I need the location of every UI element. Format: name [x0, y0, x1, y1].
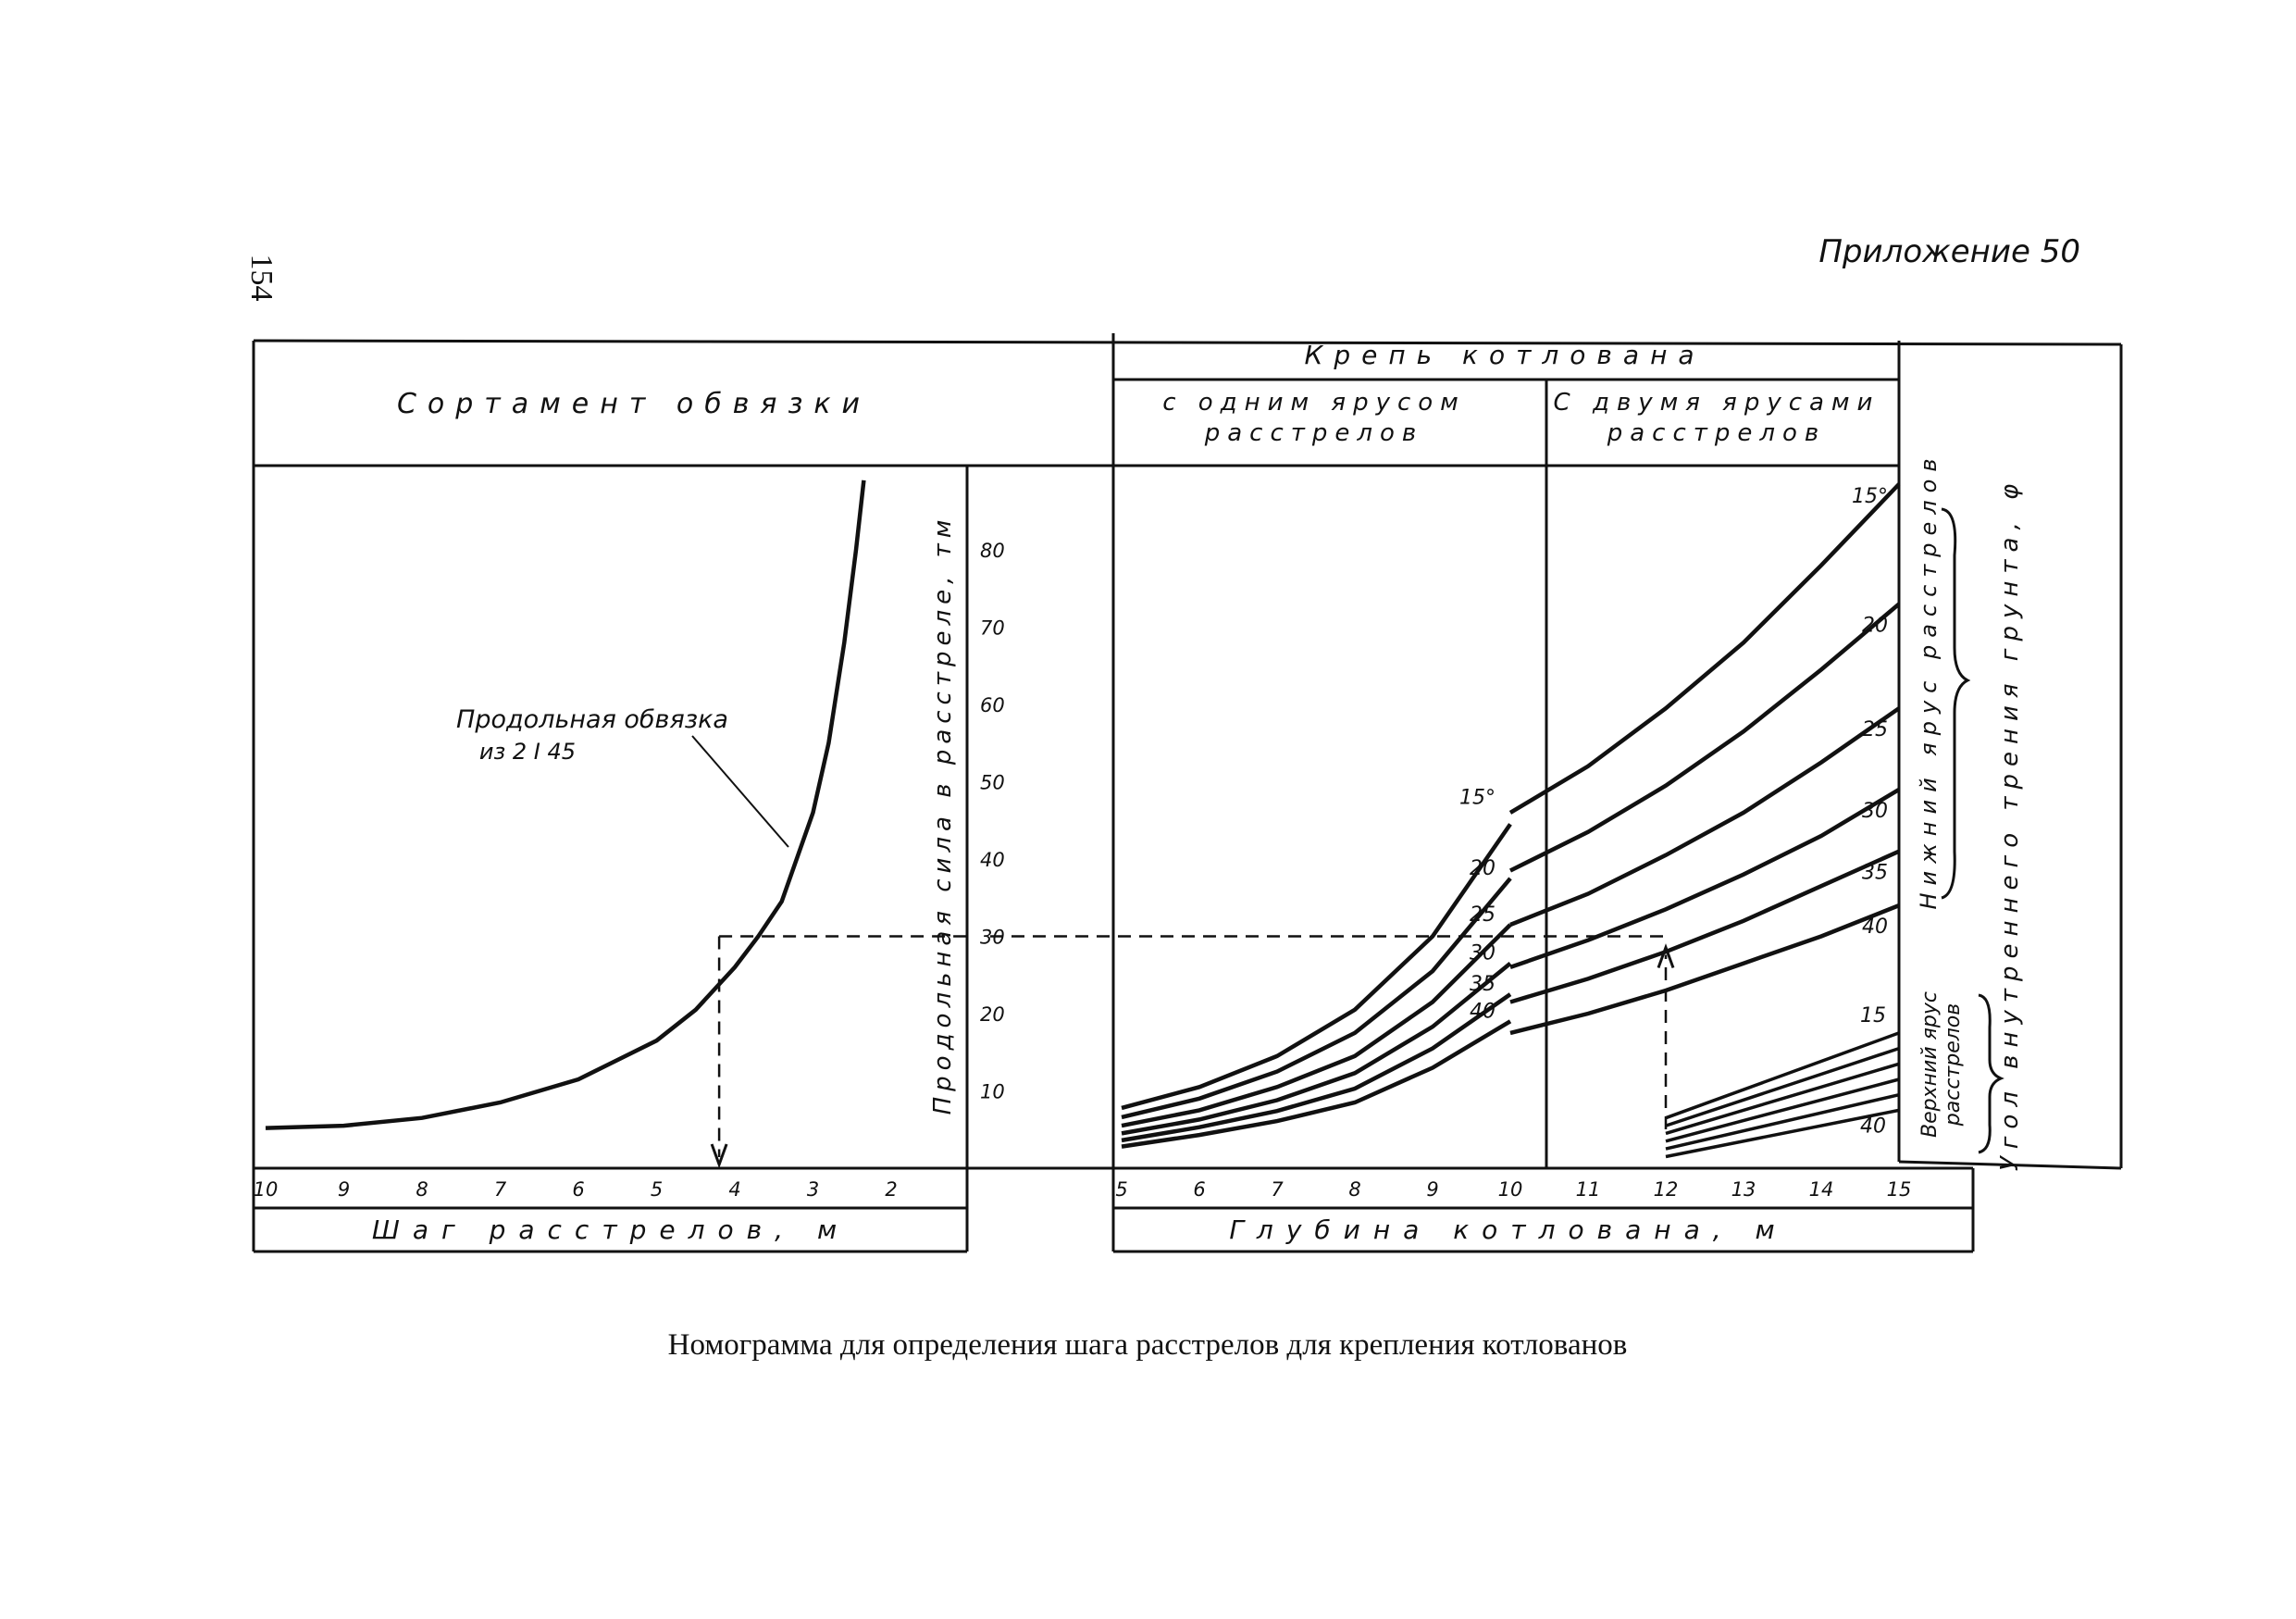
- header-two-tiers-line1: С двумя ярусами: [1554, 389, 1880, 417]
- step-tick-8: 8: [416, 1178, 428, 1201]
- depth-tick-8: 8: [1348, 1178, 1360, 1201]
- figure-caption: Номограмма для определения шага расстрел…: [668, 1328, 1628, 1362]
- force-tick-40: 40: [980, 849, 1005, 871]
- step-tick-3: 3: [807, 1178, 819, 1201]
- one-curve-label-1: 20: [1470, 857, 1496, 880]
- step-tick-10: 10: [254, 1178, 279, 1201]
- girder-annotation-line1: Продольная обвязка: [456, 705, 728, 734]
- two-curve-5: [1509, 903, 1900, 1036]
- one-curve-0: [1121, 823, 1512, 1111]
- force-tick-70: 70: [980, 617, 1005, 640]
- upper-curve-label-5: 40: [1860, 1115, 1886, 1138]
- depth-tick-9: 9: [1426, 1178, 1438, 1201]
- depth-tick-7: 7: [1271, 1178, 1284, 1201]
- one-curve-1: [1121, 877, 1512, 1120]
- force-tick-50: 50: [980, 772, 1005, 794]
- upper-curve-5: [1665, 1108, 1900, 1159]
- header-girder-assortment: Сортамент обвязки: [397, 388, 871, 420]
- two-curve-label-5: 40: [1862, 915, 1888, 939]
- step-tick-7: 7: [494, 1178, 507, 1201]
- friction-angle-curves: [1121, 482, 1901, 1159]
- header-two-tiers-line2: расстрелов: [1607, 419, 1827, 447]
- lower-tier-label: Нижний ярус расстрелов: [1916, 452, 1942, 910]
- depth-tick-12: 12: [1654, 1178, 1679, 1201]
- depth-tick-14: 14: [1809, 1178, 1834, 1201]
- two-curve-label-1: 20: [1862, 614, 1888, 637]
- depth-tick-5: 5: [1115, 1178, 1127, 1201]
- force-axis-label: Продольная сила в расстреле, тм: [929, 515, 957, 1115]
- two-curve-3: [1509, 787, 1901, 970]
- one-curve-3: [1121, 961, 1512, 1136]
- girder-curve: [265, 479, 866, 1130]
- example-depth-arrow: [1657, 943, 1675, 969]
- upper-tier-label-line1: Верхний ярус: [1918, 991, 1942, 1138]
- two-curve-1: [1508, 602, 1901, 873]
- two-curve-0: [1508, 482, 1901, 815]
- one-curve-2: [1121, 923, 1512, 1128]
- upper-curve-2: [1665, 1062, 1900, 1136]
- friction-angle-labels: 15° 20 25 30 35 40 15° 20 25 30 35 40 15 40: [1459, 485, 1888, 1138]
- header-pit-support: Крепь котлована: [1304, 340, 1705, 370]
- one-curve-label-5: 40: [1470, 1000, 1496, 1023]
- header-one-tier-line2: расстрелов: [1204, 419, 1424, 447]
- depth-axis-ticks: 5 6 7 8 9 10 11 12 13 14 15: [1115, 1178, 1911, 1201]
- example-path: [710, 935, 1675, 1169]
- step-tick-9: 9: [338, 1178, 350, 1201]
- two-curve-label-3: 30: [1862, 800, 1888, 823]
- one-curve-4: [1121, 992, 1512, 1143]
- girder-force-curve: [265, 479, 866, 1130]
- step-axis-ticks: 10 9 8 7 6 5 4 3 2: [254, 1178, 898, 1201]
- one-curve-label-4: 35: [1470, 973, 1496, 996]
- depth-axis-label: Глубина котлована, м: [1229, 1214, 1787, 1245]
- depth-tick-11: 11: [1576, 1178, 1601, 1201]
- force-tick-60: 60: [980, 694, 1005, 716]
- page-number: 154: [244, 255, 279, 302]
- force-tick-80: 80: [980, 540, 1005, 562]
- brace-lower-tier: [1941, 507, 1971, 900]
- upper-curve-0: [1665, 1031, 1900, 1120]
- step-tick-4: 4: [728, 1178, 740, 1201]
- step-axis-label: Шаг расстрелов, м: [372, 1214, 850, 1245]
- two-curve-label-4: 35: [1862, 862, 1888, 885]
- upper-curve-3: [1665, 1077, 1900, 1143]
- appendix-label: Приложение 50: [1818, 233, 2080, 270]
- upper-curve-4: [1665, 1092, 1900, 1151]
- upper-curve-label-0: 15: [1860, 1004, 1886, 1027]
- one-curve-label-2: 25: [1470, 903, 1496, 927]
- upper-curve-1: [1665, 1046, 1900, 1127]
- upper-tier-label-line2: расстрелов: [1942, 1003, 1965, 1127]
- depth-tick-13: 13: [1731, 1178, 1756, 1201]
- two-curve-label-2: 25: [1862, 718, 1888, 741]
- girder-annotation-line2: из 2 I 45: [479, 739, 576, 765]
- depth-tick-10: 10: [1498, 1178, 1523, 1201]
- depth-tick-6: 6: [1193, 1178, 1205, 1201]
- step-tick-5: 5: [651, 1178, 663, 1201]
- force-tick-20: 20: [980, 1003, 1005, 1026]
- force-tick-10: 10: [980, 1081, 1005, 1103]
- step-tick-6: 6: [572, 1178, 584, 1201]
- example-step-arrow: [710, 1143, 728, 1169]
- one-curve-label-0: 15°: [1459, 786, 1496, 809]
- header-one-tier-line1: с одним ярусом: [1162, 389, 1466, 417]
- two-curve-4: [1509, 849, 1900, 1004]
- two-curve-2: [1509, 706, 1901, 928]
- one-curve-5: [1121, 1019, 1512, 1149]
- brace-upper-tier: [1978, 993, 2004, 1154]
- depth-tick-15: 15: [1887, 1178, 1912, 1201]
- frame: [252, 333, 2123, 1253]
- girder-leader-line: [691, 735, 789, 848]
- one-curve-label-3: 30: [1470, 942, 1496, 965]
- two-curve-label-0: 15°: [1852, 485, 1888, 508]
- friction-angle-label: Угол внутреннего трения грунта, φ: [1996, 477, 2024, 1171]
- step-tick-2: 2: [885, 1178, 897, 1201]
